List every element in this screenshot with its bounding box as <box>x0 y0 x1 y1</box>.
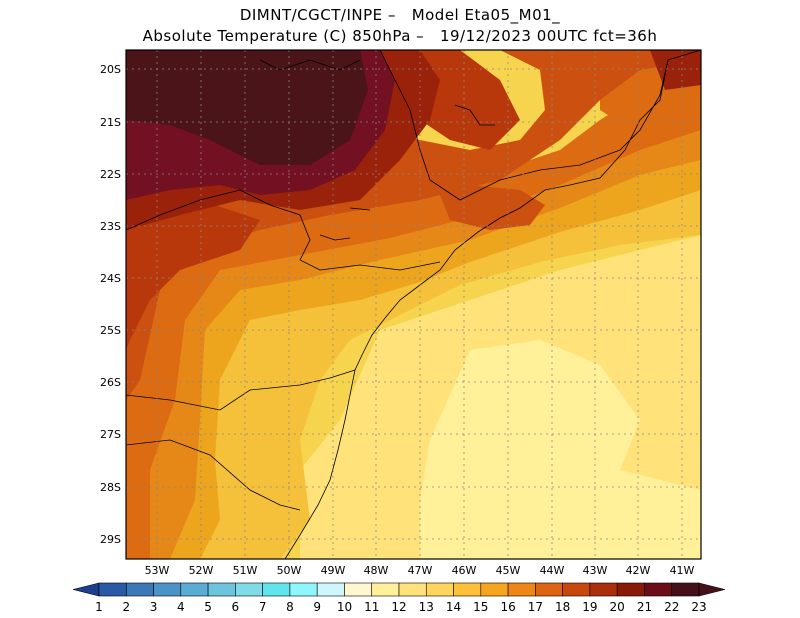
field-t19-coast <box>440 185 545 230</box>
colorbar-label: 10 <box>337 600 352 614</box>
lon-label: 43W <box>583 564 608 577</box>
colorbar-label: 23 <box>691 600 706 614</box>
colorbar-label: 14 <box>446 600 461 614</box>
state-border-1 <box>126 189 441 271</box>
colorbar-swatch <box>153 582 182 597</box>
lon-label: 52W <box>189 564 214 577</box>
lon-label: 47W <box>408 564 433 577</box>
colorbar-swatch <box>453 582 482 597</box>
lon-label: 53W <box>145 564 170 577</box>
reservoir-lines <box>319 104 495 241</box>
colorbar-swatch <box>371 582 400 597</box>
temperature-field <box>126 50 701 559</box>
latitude-labels: 20S 21S 22S 23S 24S 25S 26S 27S 28S 29S <box>100 63 121 546</box>
longitude-labels: 53W 52W 51W 50W 49W 48W 47W 46W 45W 44W … <box>145 564 695 577</box>
colorbar-arrow-right <box>698 582 726 597</box>
colorbar-label: 5 <box>204 600 212 614</box>
colorbar-label: 16 <box>500 600 515 614</box>
lat-label: 24S <box>100 272 121 285</box>
colorbar-label: 15 <box>473 600 488 614</box>
state-border-5 <box>259 59 361 71</box>
state-border-6 <box>619 59 669 151</box>
colorbar-swatch <box>616 582 645 597</box>
lon-label: 42W <box>626 564 651 577</box>
colorbar-swatch <box>507 582 536 597</box>
lat-label: 27S <box>100 428 121 441</box>
title-line-1: DIMNT/CGCT/INPE – Model Eta05_M01_ <box>239 6 561 24</box>
lat-label: 20S <box>100 63 121 76</box>
lat-label: 21S <box>100 116 121 129</box>
colorbar-swatch <box>180 582 209 597</box>
colorbar-label: 3 <box>150 600 158 614</box>
coastline <box>284 50 701 559</box>
colorbar-label: 1 <box>95 600 103 614</box>
colorbar-swatch <box>98 582 127 597</box>
colorbar-label: 19 <box>582 600 597 614</box>
colorbar-swatch <box>235 582 263 597</box>
colorbar-swatch <box>671 582 700 597</box>
state-border-3 <box>126 439 301 511</box>
colorbar-label: 7 <box>259 600 267 614</box>
colorbar-label: 20 <box>610 600 625 614</box>
lat-label: 28S <box>100 481 121 494</box>
colorbar-label: 9 <box>313 600 321 614</box>
lon-label: 46W <box>452 564 477 577</box>
colorbar-swatch <box>398 582 427 597</box>
lon-label: 51W <box>233 564 258 577</box>
field-t23 <box>126 50 368 165</box>
colorbar-label: 21 <box>637 600 652 614</box>
lat-label: 25S <box>100 324 121 337</box>
colorbar-swatch <box>480 582 509 597</box>
colorbar-label: 2 <box>122 600 130 614</box>
state-border-4 <box>379 50 621 201</box>
colorbar: 1 2 3 4 5 6 7 8 9 10 11 12 13 14 15 16 17 18 19 20 21 22 23 <box>72 582 726 614</box>
lon-label: 45W <box>496 564 521 577</box>
colorbar-swatch <box>425 582 454 597</box>
coastlines-and-borders <box>126 50 701 559</box>
field-t22-east <box>650 50 701 90</box>
field-t12 <box>420 340 701 559</box>
colorbar-label: 6 <box>232 600 240 614</box>
colorbar-label: 22 <box>664 600 679 614</box>
lon-label: 44W <box>540 564 565 577</box>
colorbar-swatch <box>344 582 373 597</box>
colorbar-swatch <box>125 582 154 597</box>
colorbar-swatch <box>316 582 345 597</box>
colorbar-swatch <box>289 582 318 597</box>
colorbar-label: 11 <box>364 600 379 614</box>
colorbar-swatch <box>207 582 236 597</box>
colorbar-swatch <box>262 582 291 597</box>
lat-label: 23S <box>100 220 121 233</box>
colorbar-label: 18 <box>555 600 570 614</box>
colorbar-label: 4 <box>177 600 185 614</box>
title-line-2: Absolute Temperature (C) 850hPa – 19/12/… <box>142 27 658 45</box>
colorbar-swatch <box>535 582 563 597</box>
lon-label: 41W <box>670 564 695 577</box>
colorbar-swatch <box>589 582 618 597</box>
colorbar-arrow-left <box>72 582 100 597</box>
lat-label: 22S <box>100 168 121 181</box>
field-t20-west <box>126 190 260 350</box>
lon-label: 49W <box>321 564 346 577</box>
colorbar-label: 8 <box>286 600 294 614</box>
state-border-2 <box>126 369 356 411</box>
gridlines <box>126 50 701 559</box>
colorbar-label: 12 <box>391 600 406 614</box>
plot-frame <box>125 49 702 560</box>
colorbar-swatch <box>562 582 591 597</box>
lat-label: 29S <box>100 533 121 546</box>
lon-label: 48W <box>364 564 389 577</box>
colorbar-label: 13 <box>419 600 434 614</box>
lat-label: 26S <box>100 376 121 389</box>
colorbar-label: 17 <box>528 600 543 614</box>
colorbar-swatch <box>644 582 673 597</box>
lon-label: 50W <box>277 564 302 577</box>
